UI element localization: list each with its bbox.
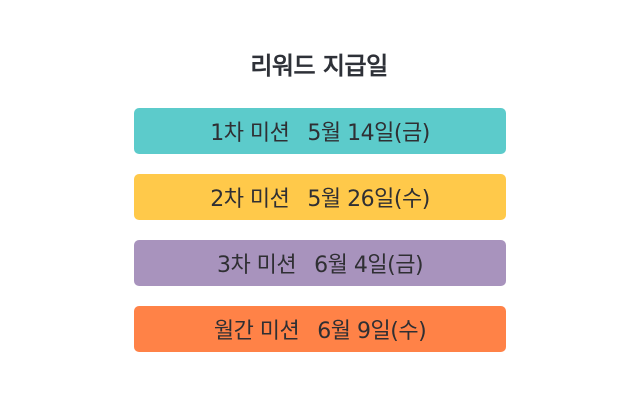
schedule-row-mission-2: 2차 미션 5월 26일(수) [134, 174, 506, 220]
reward-schedule-list: 1차 미션 5월 14일(금) 2차 미션 5월 26일(수) 3차 미션 6월… [134, 108, 506, 372]
reward-date: 6월 9일(수) [317, 319, 427, 344]
reward-date: 6월 4일(금) [314, 253, 424, 278]
schedule-row-mission-1: 1차 미션 5월 14일(금) [134, 108, 506, 154]
schedule-row-mission-3: 3차 미션 6월 4일(금) [134, 240, 506, 286]
reward-date: 5월 26일(수) [307, 187, 430, 212]
reward-date: 5월 14일(금) [307, 121, 430, 146]
mission-label: 월간 미션 [213, 319, 300, 344]
page-title: 리워드 지급일 [250, 52, 388, 80]
mission-label: 2차 미션 [210, 187, 290, 212]
mission-label: 3차 미션 [216, 253, 297, 278]
schedule-row-monthly-mission: 월간 미션 6월 9일(수) [134, 306, 506, 352]
mission-label: 1차 미션 [210, 121, 290, 146]
